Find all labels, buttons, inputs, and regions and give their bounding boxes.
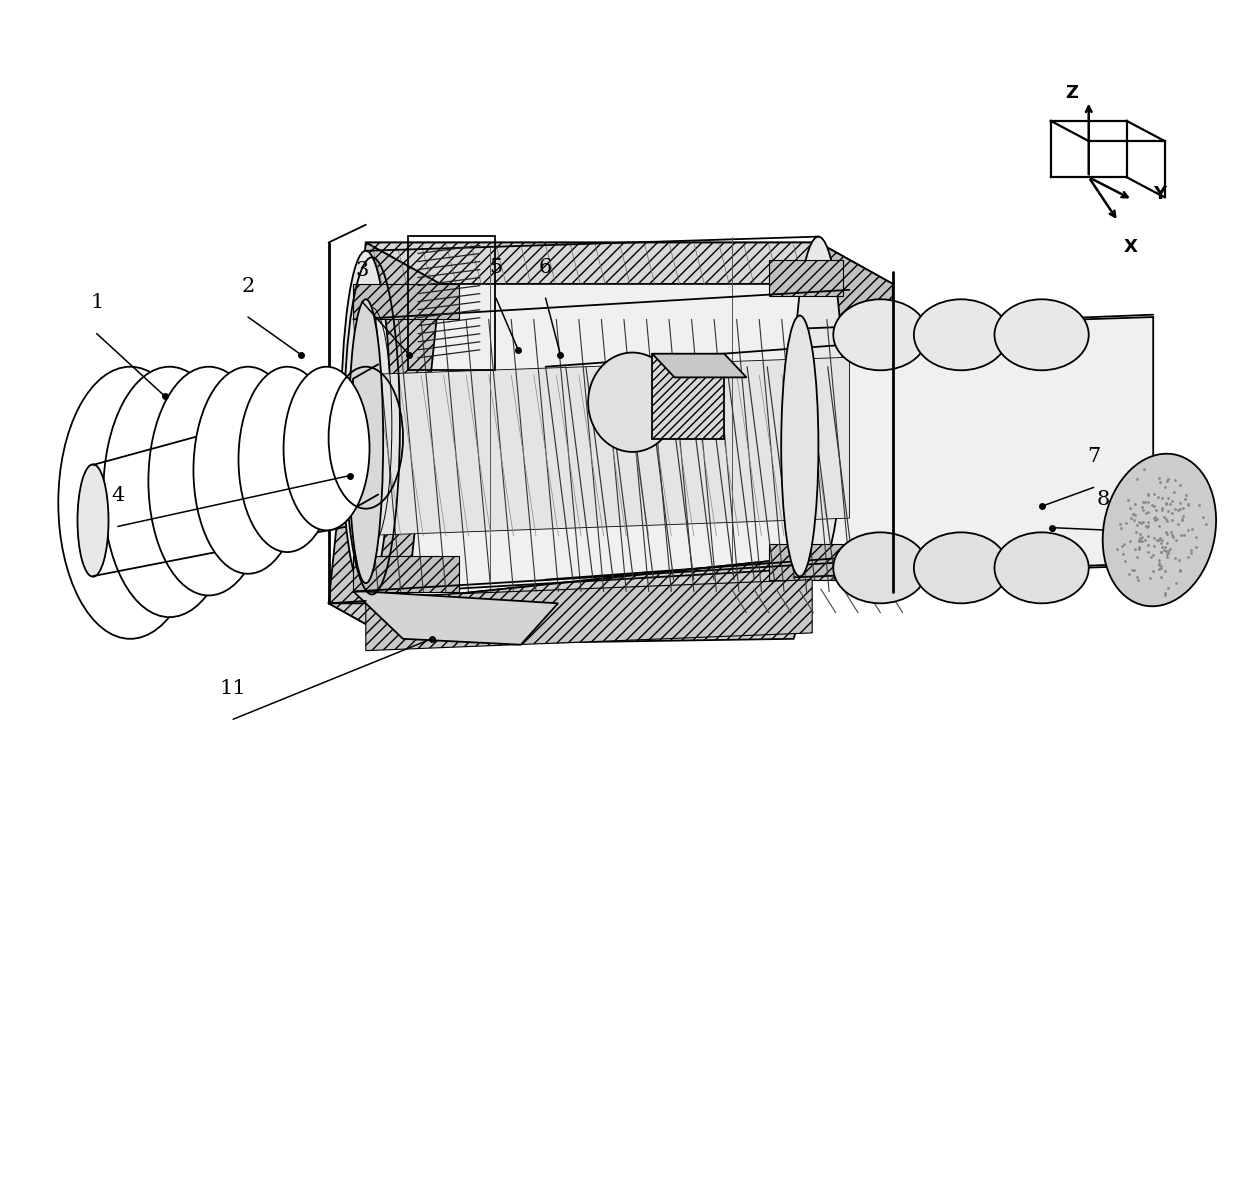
Text: 6: 6 [539, 258, 552, 277]
Ellipse shape [58, 367, 202, 639]
Ellipse shape [103, 367, 236, 618]
Polygon shape [769, 544, 843, 580]
Polygon shape [769, 260, 843, 296]
Ellipse shape [193, 367, 303, 574]
Polygon shape [353, 592, 558, 645]
Polygon shape [353, 284, 459, 319]
Text: Y: Y [1153, 185, 1167, 202]
Polygon shape [366, 580, 812, 651]
Ellipse shape [1102, 454, 1216, 606]
Ellipse shape [341, 251, 391, 594]
Ellipse shape [994, 532, 1089, 603]
Polygon shape [652, 354, 746, 377]
Text: 2: 2 [242, 277, 254, 296]
Text: Z: Z [1065, 84, 1078, 102]
Ellipse shape [914, 299, 1008, 370]
Polygon shape [794, 317, 1153, 577]
Polygon shape [652, 354, 724, 439]
Ellipse shape [348, 299, 383, 583]
Text: 4: 4 [112, 486, 124, 505]
Text: 11: 11 [219, 679, 247, 698]
Ellipse shape [149, 367, 269, 595]
Text: 7: 7 [1087, 447, 1100, 466]
Text: 5: 5 [490, 258, 502, 277]
Text: 3: 3 [356, 261, 368, 280]
Ellipse shape [833, 532, 928, 603]
Polygon shape [366, 243, 818, 603]
Text: X: X [1123, 239, 1137, 257]
Ellipse shape [77, 465, 109, 577]
Text: 8: 8 [1097, 490, 1110, 509]
Polygon shape [366, 243, 893, 284]
Ellipse shape [914, 532, 1008, 603]
Polygon shape [353, 357, 849, 536]
Polygon shape [818, 243, 893, 592]
Polygon shape [329, 243, 440, 645]
Polygon shape [353, 556, 459, 592]
Ellipse shape [588, 353, 677, 452]
Ellipse shape [781, 316, 818, 576]
Polygon shape [329, 556, 818, 645]
Text: 1: 1 [91, 293, 103, 312]
Ellipse shape [994, 299, 1089, 370]
Ellipse shape [238, 367, 336, 552]
Ellipse shape [284, 367, 370, 530]
Ellipse shape [794, 237, 843, 568]
Ellipse shape [833, 299, 928, 370]
